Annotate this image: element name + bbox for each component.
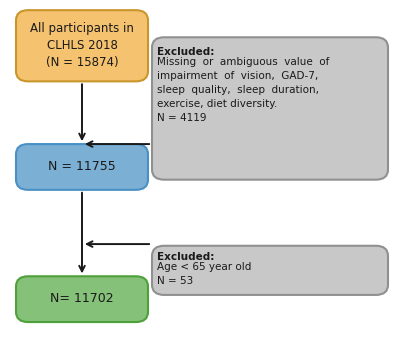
Text: Missing  or  ambiguous  value  of
impairment  of  vision,  GAD-7,
sleep  quality: Missing or ambiguous value of impairment… bbox=[157, 57, 329, 123]
Text: N = 11755: N = 11755 bbox=[48, 160, 116, 173]
FancyBboxPatch shape bbox=[152, 37, 388, 180]
FancyBboxPatch shape bbox=[16, 10, 148, 81]
Text: All participants in
CLHLS 2018
(N = 15874): All participants in CLHLS 2018 (N = 1587… bbox=[30, 22, 134, 69]
FancyBboxPatch shape bbox=[16, 276, 148, 322]
FancyBboxPatch shape bbox=[152, 246, 388, 295]
Text: Excluded:: Excluded: bbox=[157, 47, 214, 57]
Text: N= 11702: N= 11702 bbox=[50, 293, 114, 305]
Text: Age < 65 year old
N = 53: Age < 65 year old N = 53 bbox=[157, 262, 251, 286]
Text: Excluded:: Excluded: bbox=[157, 252, 214, 261]
FancyBboxPatch shape bbox=[16, 144, 148, 190]
